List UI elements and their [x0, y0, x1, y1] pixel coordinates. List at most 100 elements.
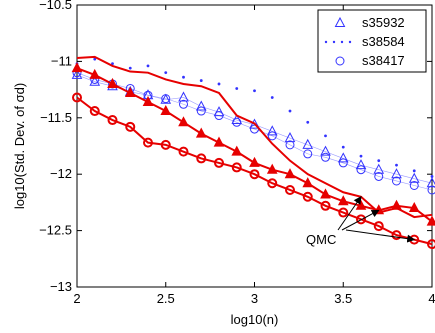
y-tick-label: −13	[50, 279, 72, 294]
series-line	[76, 96, 433, 246]
data-point-circle	[196, 153, 207, 164]
data-point-triangle	[71, 62, 83, 73]
data-point-circle	[392, 176, 401, 186]
data-point-dot	[164, 71, 168, 75]
data-point-triangle	[160, 104, 172, 116]
data-point-triangle	[355, 159, 367, 170]
data-point-triangle	[160, 93, 172, 104]
annotation-arrow	[345, 229, 416, 243]
data-point-triangle	[391, 168, 402, 179]
y-tick-label: −11.5	[40, 110, 72, 125]
series-line	[76, 55, 433, 219]
data-point-circle	[267, 131, 277, 141]
data-point-dot	[128, 66, 132, 70]
y-tick-label: −12.5	[39, 223, 72, 238]
data-point-triangle	[266, 125, 278, 136]
data-point-dot	[377, 159, 381, 163]
data-point-dot	[341, 145, 345, 149]
data-point-triangle	[302, 138, 314, 149]
data-point-dot	[146, 64, 150, 68]
data-point-circle	[374, 171, 384, 181]
data-point-circle	[302, 191, 313, 202]
y-tick-label: −10.5	[39, 0, 72, 12]
data-point-dot	[324, 134, 327, 138]
legend-entry: s38584	[324, 34, 405, 49]
data-point-triangle	[142, 95, 154, 107]
data-point-dot	[430, 175, 434, 178]
data-point-triangle	[195, 127, 207, 138]
data-point-circle	[72, 92, 82, 103]
x-tick-label: 2	[73, 291, 80, 306]
data-point-triangle	[89, 68, 101, 79]
data-point-circle	[391, 230, 402, 241]
data-point-dot	[253, 89, 256, 93]
data-point-circle	[338, 207, 349, 218]
data-point-dot	[111, 62, 114, 66]
series-qmc-3	[76, 55, 433, 219]
series-qmc-5	[72, 92, 435, 250]
legend-marker-dot	[332, 40, 336, 44]
legend-marker-dot	[324, 40, 328, 44]
data-point-triangle	[213, 136, 225, 147]
data-point-circle	[335, 56, 345, 66]
data-point-circle	[196, 106, 206, 116]
data-point-dot	[306, 120, 310, 124]
data-point-circle	[267, 178, 278, 189]
legend-entry: s35932	[334, 15, 405, 30]
data-point-circle	[107, 115, 118, 126]
data-point-circle	[321, 152, 330, 162]
data-point-circle	[427, 239, 435, 250]
data-point-circle	[161, 94, 171, 104]
data-point-triangle	[426, 177, 435, 188]
series-s38584	[75, 57, 434, 178]
data-point-circle	[179, 99, 188, 109]
x-tick-label: 3.5	[334, 291, 352, 306]
data-point-triangle	[249, 118, 260, 129]
data-point-circle	[178, 146, 189, 157]
annotation-arrow	[341, 209, 380, 231]
legend-label: s35932	[362, 15, 405, 30]
data-point-triangle	[408, 201, 420, 213]
data-point-triangle	[284, 132, 296, 143]
x-tick-label: 4	[428, 291, 435, 306]
data-point-dot	[359, 154, 363, 158]
data-point-circle	[160, 139, 171, 150]
data-point-triangle	[355, 199, 367, 210]
x-axis-title: log10(n)	[231, 312, 279, 327]
legend-entry: s38417	[335, 53, 405, 68]
legend-label: s38417	[362, 53, 405, 68]
data-point-triangle	[302, 177, 314, 188]
data-point-triangle	[195, 100, 207, 111]
data-point-dot	[235, 87, 239, 90]
legend-label: s38584	[362, 34, 405, 49]
data-point-triangle	[124, 86, 136, 97]
data-point-triangle	[426, 215, 435, 226]
data-point-circle	[356, 165, 366, 175]
data-point-triangle	[337, 195, 349, 206]
data-point-circle	[125, 121, 136, 132]
annotation-arrow	[337, 195, 362, 231]
data-point-triangle	[320, 145, 331, 156]
data-point-triangle	[320, 188, 331, 199]
data-point-circle	[285, 140, 295, 150]
data-point-circle	[303, 149, 313, 159]
data-point-circle	[409, 180, 419, 190]
data-point-triangle	[178, 91, 189, 102]
data-point-triangle	[391, 199, 402, 210]
data-point-dot	[270, 96, 274, 99]
data-point-dot	[412, 169, 416, 173]
data-point-triangle	[107, 77, 118, 88]
data-point-dot	[395, 163, 398, 167]
data-point-circle	[338, 158, 348, 168]
data-point-circle	[214, 157, 224, 168]
data-point-circle	[285, 184, 295, 195]
x-tick-label: 2.5	[157, 291, 175, 306]
data-point-triangle	[266, 163, 278, 174]
data-point-circle	[232, 117, 242, 127]
data-point-circle	[356, 214, 366, 225]
data-point-triangle	[89, 75, 101, 86]
data-point-dot	[288, 109, 292, 113]
data-point-circle	[427, 185, 435, 195]
